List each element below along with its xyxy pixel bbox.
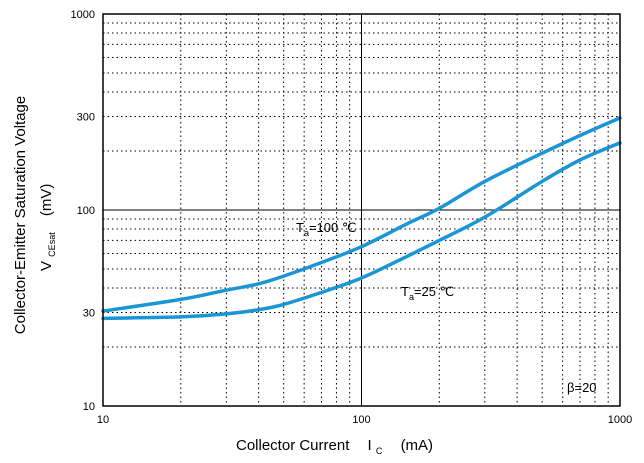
series-label-subscript: a — [409, 292, 414, 302]
y-axis-title-subscript: CEsat — [47, 232, 57, 257]
y-axis-title-line1: Collector-Emitter Saturation Voltage — [12, 96, 29, 334]
x-axis-title-unit: (mA) — [401, 437, 434, 454]
x-axis-title: Collector Current I C (mA) — [236, 437, 433, 458]
y-axis-title-unit: (mV) — [38, 184, 55, 217]
x-axis-title-symbol: I — [368, 437, 372, 454]
series-label-prefix: T — [401, 284, 409, 299]
series-label-prefix: T — [296, 220, 304, 235]
y-tick-label: 300 — [77, 111, 95, 123]
series-label-suffix: =100 ℃ — [309, 220, 357, 235]
series-label-1: Ta=25 ℃ — [401, 284, 454, 302]
beta-annotation: β=20 — [567, 380, 597, 395]
x-tick-label: 100 — [352, 414, 370, 426]
series-label-0: Ta=100 ℃ — [296, 220, 356, 238]
y-tick-label: 100 — [77, 205, 95, 217]
x-axis-title-main: Collector Current — [236, 437, 350, 454]
series-line-0 — [101, 116, 622, 313]
series-line-1 — [101, 141, 622, 321]
y-axis-title-symbol: V — [38, 261, 55, 271]
plot-frame — [102, 13, 621, 407]
y-axis-title: Collector-Emitter Saturation Voltage V C… — [12, 96, 59, 334]
y-tick-label: 30 — [83, 307, 95, 319]
x-tick-label: 10 — [97, 414, 109, 426]
series-label-suffix: =25 ℃ — [414, 284, 454, 299]
y-tick-label: 10 — [83, 401, 95, 413]
x-tick-label: 1000 — [608, 414, 632, 426]
y-axis-title-line2: V CEsat (mV) — [38, 184, 59, 271]
tick-labels: 10 30 100 300 1000 10 100 1000 — [71, 9, 633, 426]
x-axis-title-subscript: C — [376, 446, 383, 456]
grid — [103, 14, 620, 406]
series-labels: Ta=100 ℃Ta=25 ℃ — [296, 220, 454, 302]
y-tick-label: 1000 — [71, 9, 95, 21]
series-label-subscript: a — [304, 228, 309, 238]
curves — [101, 116, 622, 321]
